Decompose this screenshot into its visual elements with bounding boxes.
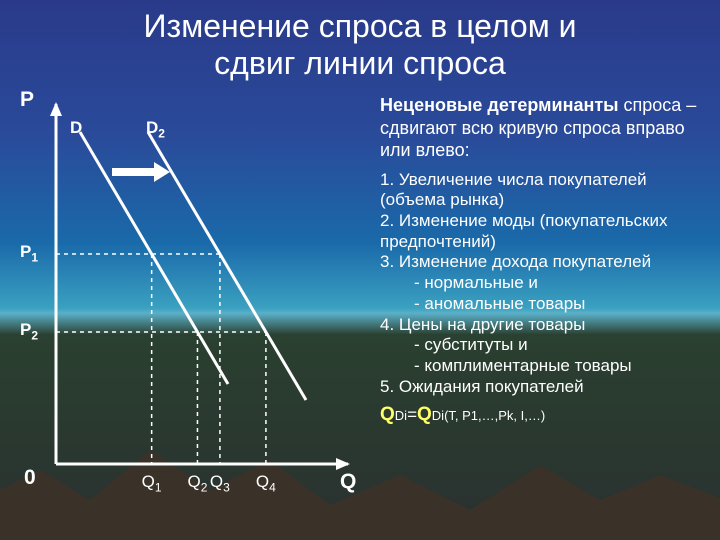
list-item: 4. Цены на другие товары <box>380 315 710 336</box>
list-item: - аномальные товары <box>380 294 710 315</box>
curve-label-d2: D2 <box>146 118 165 140</box>
origin-label: 0 <box>24 466 36 490</box>
demand-formula: QDi=QDi(T, P1,…,Pk, I,…) <box>380 404 710 426</box>
q1-label: Q1 <box>142 472 162 494</box>
q3-label: Q3 <box>210 472 230 494</box>
content-area: Р 0 Q D D2 Р1 Р2 Q1 Q2 Q3 Q4 Неценовые д… <box>0 94 720 540</box>
chart-svg <box>18 94 358 492</box>
list-item: - субституты и <box>380 335 710 356</box>
list-item: 2. Изменение моды (покупательских предпо… <box>380 211 710 252</box>
y-axis-label: Р <box>20 88 34 112</box>
subheading: Неценовые детерминанты спроса – сдвигают… <box>380 94 710 162</box>
curve-label-d: D <box>70 118 82 138</box>
list-item: - комплиментарные товары <box>380 356 710 377</box>
q4-label: Q4 <box>256 472 276 494</box>
title-line2: сдвиг линии спроса <box>214 45 506 81</box>
q2-label: Q2 <box>187 472 207 494</box>
text-panel: Неценовые детерминанты спроса – сдвигают… <box>380 94 710 426</box>
slide-title: Изменение спроса в целом и сдвиг линии с… <box>0 0 720 82</box>
title-line1: Изменение спроса в целом и <box>144 8 577 44</box>
list-item: - нормальные и <box>380 273 710 294</box>
p1-label: Р1 <box>20 242 38 264</box>
list-item: 3. Изменение дохода покупателей <box>380 252 710 273</box>
x-axis-label: Q <box>340 470 356 494</box>
list-item: 1. Увеличение числа покупателей (объема … <box>380 170 710 211</box>
list-item: 5. Ожидания покупателей <box>380 377 710 398</box>
determinants-list: 1. Увеличение числа покупателей (объема … <box>380 170 710 398</box>
p2-label: Р2 <box>20 320 38 342</box>
demand-chart: Р 0 Q D D2 Р1 Р2 Q1 Q2 Q3 Q4 <box>18 94 358 492</box>
